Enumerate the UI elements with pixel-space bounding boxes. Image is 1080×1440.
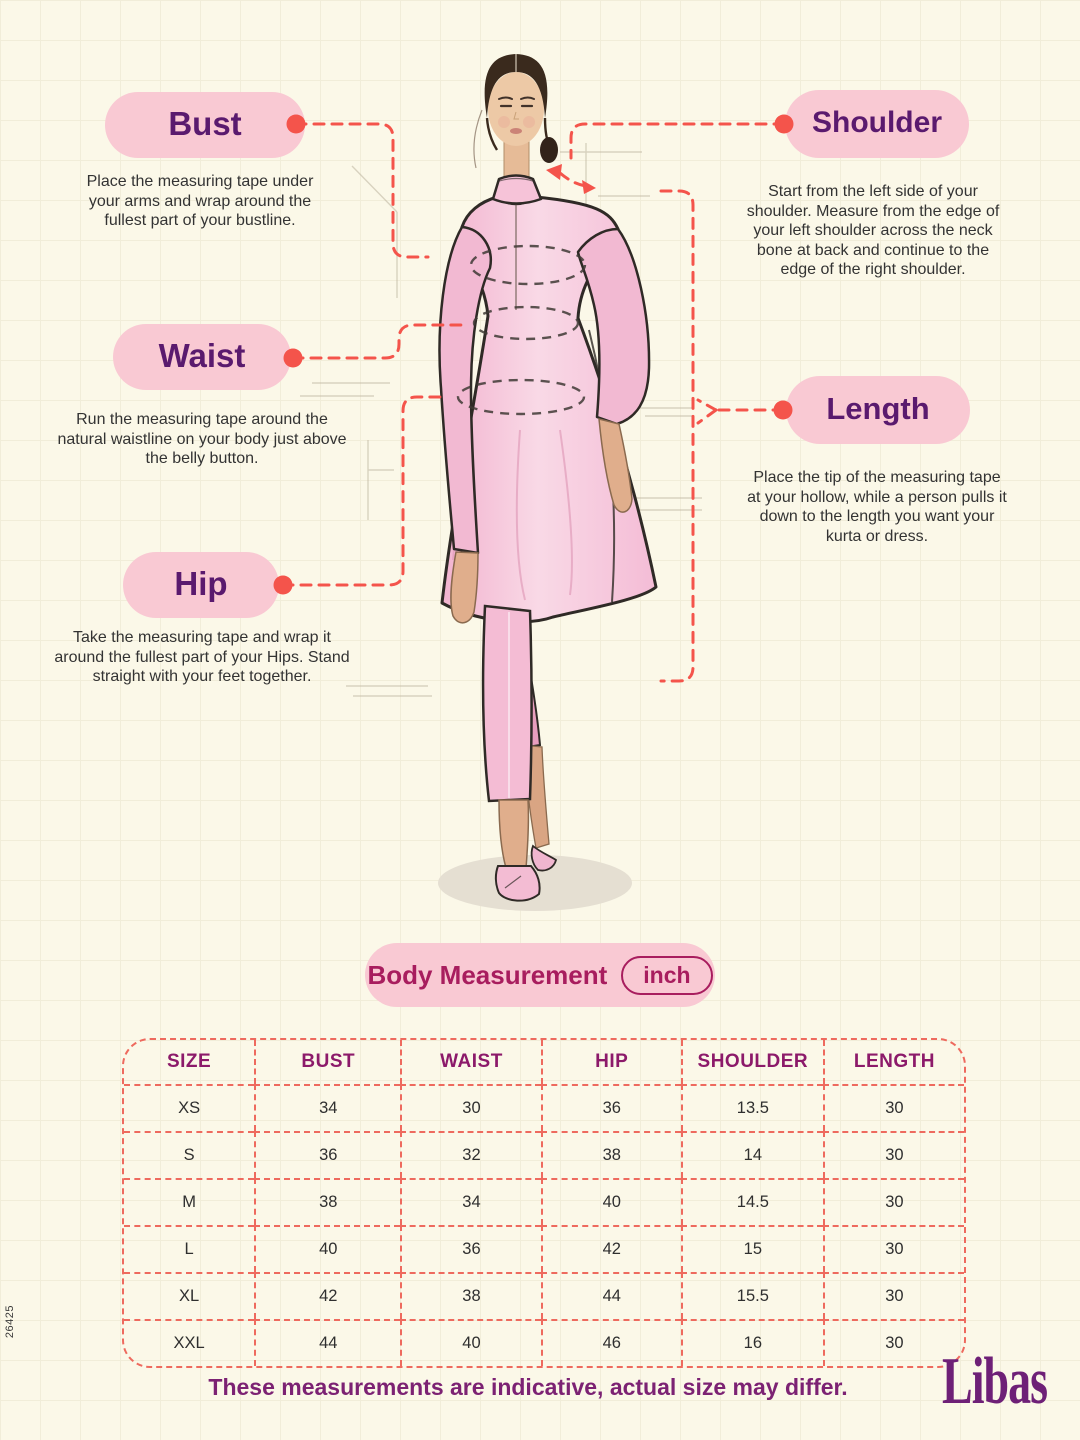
- length-span-line: [659, 189, 695, 683]
- value-cell: 13.5: [680, 1084, 823, 1131]
- column-header: LENGTH: [822, 1040, 964, 1084]
- shoulder-description: Start from the left side of your shoulde…: [746, 183, 1000, 279]
- size-cell: XXL: [124, 1319, 255, 1366]
- value-cell: 38: [540, 1131, 681, 1178]
- value-cell: 14.5: [680, 1178, 823, 1225]
- length-bracket: [696, 398, 718, 425]
- value-cell: 30: [822, 1272, 964, 1319]
- column-header: WAIST: [400, 1040, 540, 1084]
- value-cell: 38: [254, 1178, 401, 1225]
- column-header: SIZE: [166, 1051, 212, 1072]
- leader-arrowheads: [546, 164, 596, 194]
- shoulder-arrowhead-right: [582, 180, 596, 194]
- unit-badge: inch: [621, 955, 713, 995]
- value-cell: 14: [680, 1131, 823, 1178]
- table-row: S 36 32 38 14 30: [124, 1131, 964, 1178]
- value-cell: 15: [680, 1225, 823, 1272]
- value-cell: 30: [400, 1084, 541, 1131]
- leader-lines: [281, 122, 786, 683]
- sketch-construction-lines: [300, 143, 702, 697]
- value-cell: 44: [540, 1272, 681, 1319]
- size-table: SIZE BUST WAIST HIP SHOULDER LENGTH XS 34 30 36 1…: [124, 1040, 964, 1366]
- model-figure: [438, 54, 658, 902]
- value-cell: 40: [400, 1319, 541, 1366]
- value-cell: 42: [254, 1272, 401, 1319]
- hip-description: Take the measuring tape and wrap it arou…: [54, 629, 350, 686]
- bust-ellipse: [469, 244, 587, 286]
- bust-description: Place the measuring tape under your arms…: [86, 173, 314, 230]
- table-row: XL 42 38 44 15.5 30: [124, 1272, 964, 1319]
- waist-leader-line: [291, 323, 470, 360]
- value-cell: 34: [254, 1084, 401, 1131]
- value-cell: 46: [540, 1319, 681, 1366]
- floor-shadow: [438, 855, 632, 911]
- size-cell: S: [124, 1131, 255, 1178]
- value-cell: 30: [822, 1131, 964, 1178]
- column-header: BUST: [254, 1040, 400, 1084]
- shoulder-arrowhead-left: [546, 164, 562, 180]
- leader-dots: [273, 114, 794, 595]
- column-header: SHOULDER: [680, 1040, 823, 1084]
- hip-label-pill: Hip: [123, 552, 279, 618]
- value-cell: 15.5: [680, 1272, 823, 1319]
- value-cell: 16: [680, 1319, 823, 1366]
- value-cell: 36: [400, 1225, 541, 1272]
- size-cell: L: [124, 1225, 255, 1272]
- value-cell: 40: [254, 1225, 401, 1272]
- size-cell: XS: [124, 1084, 255, 1131]
- value-cell: 38: [400, 1272, 541, 1319]
- footer-note: These measurements are indicative, actua…: [208, 1374, 848, 1400]
- value-cell: 36: [540, 1084, 681, 1131]
- length-label: Length: [826, 391, 930, 426]
- value-cell: 40: [540, 1178, 681, 1225]
- table-row: XS 34 30 36 13.5 30: [124, 1084, 964, 1131]
- waist-label: Waist: [158, 337, 246, 374]
- value-cell: 32: [400, 1131, 541, 1178]
- shoulder-label-pill: Shoulder: [785, 90, 969, 158]
- measurement-ellipses: [456, 244, 587, 416]
- body-measurement-header: Body Measurement inch: [365, 943, 715, 1007]
- shoulder-label: Shoulder: [811, 106, 942, 139]
- value-cell: 42: [540, 1225, 681, 1272]
- serial-number: 26425: [4, 1305, 16, 1339]
- size-cell: M: [124, 1178, 255, 1225]
- value-cell: 30: [822, 1178, 964, 1225]
- table-row: M 38 34 40 14.5 30: [124, 1178, 964, 1225]
- value-cell: 30: [822, 1225, 964, 1272]
- table-row: XXL 44 40 46 16 30: [124, 1319, 964, 1366]
- length-label-pill: Length: [786, 376, 970, 444]
- column-header: HIP: [540, 1040, 681, 1084]
- value-cell: 30: [822, 1084, 964, 1131]
- waist-ellipse: [472, 305, 580, 341]
- value-cell: 44: [254, 1319, 401, 1366]
- length-description: Place the tip of the measuring tape at y…: [747, 469, 1007, 545]
- table-body: XS 34 30 36 13.5 30 S 36 32 38 14 30 M 38 34 40 14.5 30 L 4…: [124, 1084, 964, 1366]
- shoulder-arrow-line: [558, 171, 588, 188]
- value-cell: 30: [822, 1319, 964, 1366]
- value-cell: 34: [400, 1178, 541, 1225]
- hip-label: Hip: [174, 565, 228, 602]
- table-head-row: SIZE BUST WAIST HIP SHOULDER LENGTH: [124, 1040, 964, 1084]
- value-cell: 36: [254, 1131, 401, 1178]
- body-measurement-title: Body Measurement: [367, 959, 608, 990]
- bust-label: Bust: [168, 105, 242, 142]
- size-cell: XL: [124, 1272, 255, 1319]
- bust-label-pill: Bust: [105, 92, 305, 158]
- brand-logo: Libas: [942, 1343, 1048, 1418]
- waist-description: Run the measuring tape around the natura…: [57, 411, 347, 468]
- size-table-container: SIZE BUST WAIST HIP SHOULDER LENGTH XS 34 30 36 1…: [122, 1038, 966, 1368]
- table-row: L 40 36 42 15 30: [124, 1225, 964, 1272]
- hip-ellipse: [456, 378, 586, 416]
- waist-label-pill: Waist: [113, 324, 291, 390]
- shoulder-leader-line: [569, 122, 786, 160]
